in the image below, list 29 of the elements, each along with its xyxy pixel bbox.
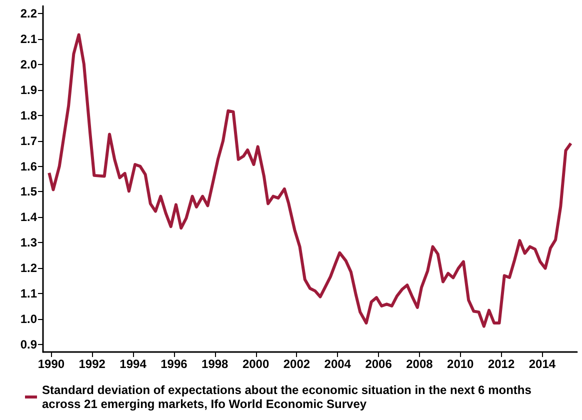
y-tick-label: 2.2 xyxy=(20,6,38,21)
x-tick-label: 2000 xyxy=(242,357,270,371)
x-tick-label: 1990 xyxy=(38,357,65,371)
y-tick-label: 1.0 xyxy=(20,312,38,326)
line-series xyxy=(48,33,572,328)
y-tick-label: 1.8 xyxy=(20,108,38,122)
y-tick-label: 2.1 xyxy=(20,32,38,46)
y-tick-label: 0.9 xyxy=(20,337,38,352)
x-tick-label: 2014 xyxy=(528,357,556,371)
y-tick-label: 1.3 xyxy=(20,236,38,250)
x-tick-label: 1994 xyxy=(120,357,147,371)
x-tick-label: 2012 xyxy=(488,357,515,371)
x-tick-label: 1998 xyxy=(202,357,229,371)
legend-label: Standard deviation of expectations about the economic situation in the next 6 months across 21 emerging markets, Ifo World Economic Survey xyxy=(42,383,535,411)
y-tick-label: 1.7 xyxy=(20,134,38,148)
x-tick-label: 1992 xyxy=(78,357,106,371)
y-tick-label: 1.4 xyxy=(20,210,38,224)
x-tick-label: 2006 xyxy=(365,357,392,371)
x-tick-label: 2002 xyxy=(283,357,310,371)
x-tick-label: 1996 xyxy=(160,357,188,371)
y-tick-label: 1.2 xyxy=(20,261,38,276)
y-tick-label: 1.6 xyxy=(20,159,38,174)
x-tick-label: 2008 xyxy=(406,357,434,371)
y-tick-label: 1.1 xyxy=(20,286,38,300)
y-tick-label: 1.5 xyxy=(20,184,38,199)
x-tick-label: 2004 xyxy=(324,357,352,371)
y-tick-label: 1.9 xyxy=(20,82,38,97)
y-tick-label: 2.0 xyxy=(20,58,38,72)
x-tick-label: 2010 xyxy=(447,357,474,371)
